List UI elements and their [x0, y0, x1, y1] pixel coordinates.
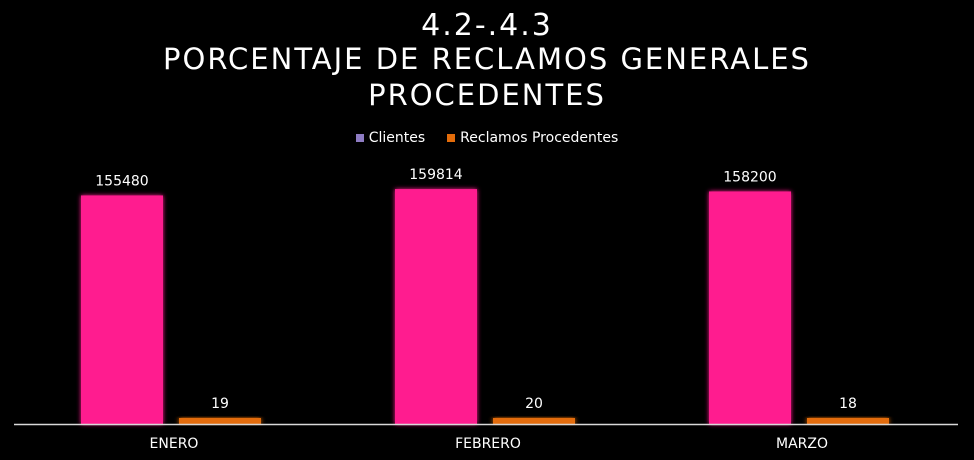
chart-title-line-3: PROCEDENTES	[368, 78, 606, 112]
chart-title-line-1: 4.2-.4.3	[421, 8, 553, 43]
legend-item-clientes: Clientes	[355, 130, 426, 146]
bar-clientes-enero	[81, 195, 163, 424]
legend-label-reclamos: Reclamos Procedentes	[460, 130, 619, 146]
legend-item-reclamos: Reclamos Procedentes	[447, 130, 618, 146]
data-label-reclamos-procedentes-febrero: 20	[525, 396, 543, 412]
data-label-reclamos-procedentes-enero: 19	[211, 396, 229, 412]
bar-reclamos-procedentes-enero	[179, 418, 261, 424]
bar-clientes-marzo	[709, 191, 791, 424]
legend-label-clientes: Clientes	[368, 130, 426, 146]
bar-reclamos-procedentes-marzo	[807, 418, 889, 424]
data-label-clientes-enero: 155480	[95, 173, 148, 189]
data-label-reclamos-procedentes-marzo: 18	[839, 396, 857, 412]
x-tick-label-enero: ENERO	[150, 436, 199, 452]
legend-swatch-reclamos	[447, 134, 456, 142]
legend: Clientes Reclamos Procedentes	[0, 130, 974, 146]
data-label-clientes-marzo: 158200	[723, 169, 776, 185]
bar-reclamos-procedentes-febrero	[493, 418, 575, 424]
data-label-clientes-febrero: 159814	[409, 167, 463, 183]
x-tick-label-febrero: FEBRERO	[455, 436, 521, 452]
bar-clientes-febrero	[395, 189, 477, 424]
legend-swatch-clientes	[355, 134, 364, 142]
chart-title-line-2: PORCENTAJE DE RECLAMOS GENERALES	[163, 42, 811, 76]
x-tick-label-marzo: MARZO	[776, 436, 828, 452]
